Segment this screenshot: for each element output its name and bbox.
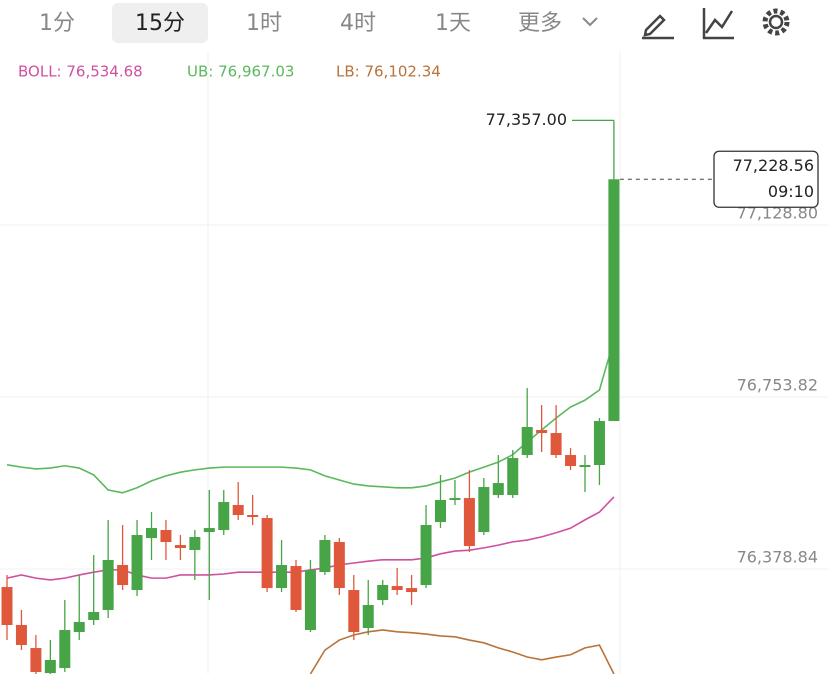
candle-body (189, 537, 201, 551)
last-price-label: 77,228.56 (733, 156, 814, 175)
boll-line (6, 339, 615, 494)
tab[interactable]: 1分 (39, 11, 75, 36)
candle-body (521, 427, 533, 456)
settings-icon[interactable] (768, 14, 784, 30)
candle-body (131, 535, 143, 591)
candle-body (420, 525, 432, 586)
candle-body (333, 542, 345, 589)
candle-body (362, 605, 374, 629)
boll-line (309, 629, 615, 674)
more-chevron[interactable] (582, 17, 598, 27)
tab[interactable]: 更多 (518, 11, 562, 36)
candle-body (44, 660, 56, 674)
candle-body (463, 498, 475, 547)
candle-body (536, 430, 548, 434)
draw-icon[interactable] (643, 14, 666, 37)
candle-body (102, 560, 114, 611)
y-tick-label: 76,753.82 (737, 376, 818, 395)
candle-body (406, 588, 418, 593)
candle-body (276, 565, 288, 589)
candle-body (391, 586, 403, 591)
candle-body (492, 483, 504, 496)
candle-body (15, 625, 27, 646)
y-tick-label: 77,128.80 (737, 204, 818, 223)
candle-body (203, 528, 215, 533)
candle-body (247, 515, 259, 518)
candle-body (290, 566, 302, 611)
candle-body (218, 502, 230, 531)
candle-body (348, 590, 360, 633)
selected-tab-bg (112, 3, 208, 43)
candle-body (507, 458, 519, 496)
candle-body (73, 622, 85, 633)
last-price-box (713, 150, 819, 208)
plot-area (1, 120, 620, 674)
candle-body (579, 465, 591, 468)
candle-body (174, 545, 186, 549)
candle-body (117, 565, 129, 586)
candle-body (30, 648, 42, 673)
candle-body (59, 630, 71, 669)
candle-body (261, 518, 273, 589)
candle-body (160, 530, 172, 543)
candle-body (550, 433, 562, 456)
tab[interactable]: 1天 (435, 11, 471, 36)
max-label: 77,357.00 (486, 110, 567, 129)
candle-body (146, 528, 157, 539)
toolbar-icons (642, 8, 790, 40)
candle-body (565, 455, 577, 467)
candle-body (232, 505, 244, 516)
candle-body (608, 179, 620, 422)
candle-body (377, 585, 389, 601)
tab[interactable]: 4时 (340, 11, 376, 36)
settings-icon-teeth (762, 8, 790, 36)
candle-body (304, 570, 316, 631)
legend-entry: BOLL: 76,534.68 (18, 63, 143, 81)
last-price-time: 09:10 (768, 182, 814, 201)
y-tick-label: 76,378.84 (737, 548, 818, 567)
candle-body (88, 612, 100, 621)
candle-body (478, 487, 490, 533)
candle-body (593, 421, 605, 466)
indicator-icon[interactable] (702, 8, 734, 40)
candle-body (449, 498, 461, 501)
tab[interactable]: 1时 (246, 11, 282, 36)
legend-entry: LB: 76,102.34 (336, 63, 441, 81)
candle-body (1, 587, 13, 626)
legend-entry: UB: 76,967.03 (187, 63, 294, 81)
candle-body (435, 500, 446, 523)
tab[interactable]: 15分 (135, 11, 185, 36)
candle-body (319, 540, 331, 573)
